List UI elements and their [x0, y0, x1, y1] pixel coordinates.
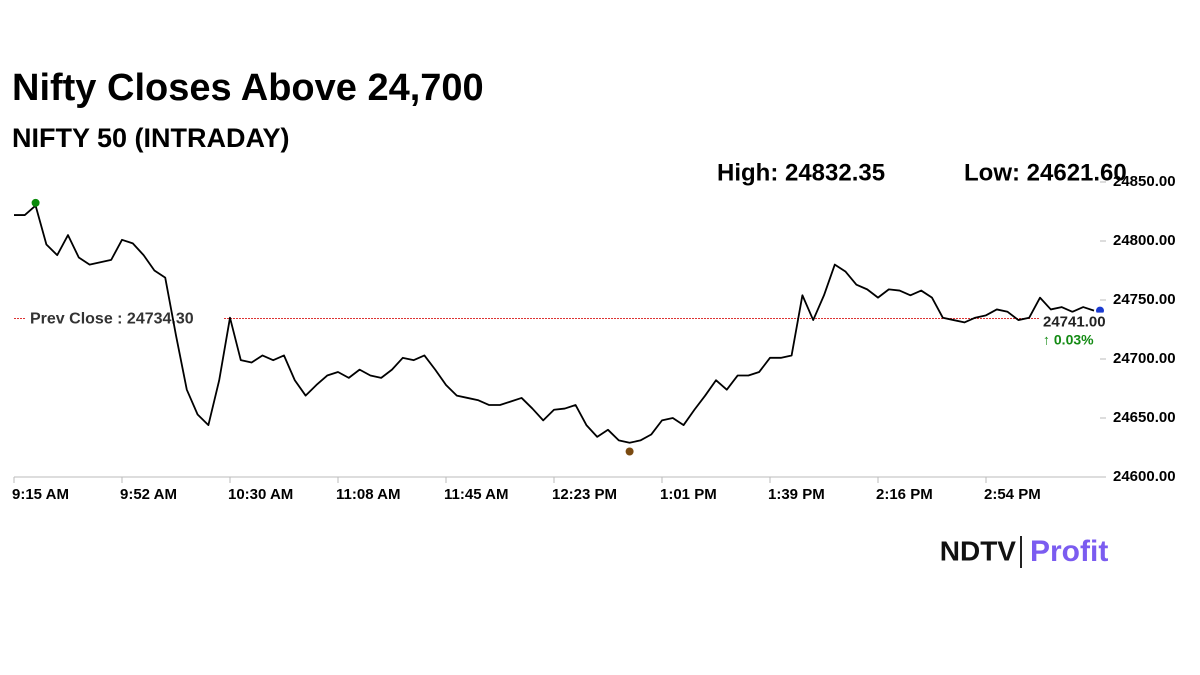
low-marker [625, 447, 634, 456]
low-label: Low: 24621.60 [964, 159, 1127, 186]
y-tick-label: 24700.00 [1113, 350, 1176, 367]
price-line [14, 204, 1095, 444]
x-tick-label: 2:54 PM [984, 486, 1041, 503]
high-label: High: 24832.35 [717, 159, 885, 186]
y-tick-label: 24600.00 [1113, 468, 1176, 485]
brand-ndtv: NDTV [940, 535, 1017, 566]
x-tick-label: 11:45 AM [444, 486, 508, 503]
chart-title: Nifty Closes Above 24,700 [12, 67, 484, 109]
x-tick-label: 11:08 AM [336, 486, 400, 503]
x-tick-label: 10:30 AM [228, 486, 293, 503]
last-bg [1040, 312, 1110, 351]
y-tick-label: 24650.00 [1113, 409, 1176, 426]
y-tick-label: 24800.00 [1113, 232, 1176, 249]
prev-close-label: Prev Close : 24734.30 [30, 311, 194, 328]
x-tick-label: 9:15 AM [12, 486, 69, 503]
high-marker [31, 198, 40, 207]
y-tick-label: 24750.00 [1113, 291, 1176, 308]
change-label: ↑ 0.03% [1043, 331, 1094, 347]
y-tick-label: 24850.00 [1113, 173, 1176, 190]
x-tick-label: 1:01 PM [660, 486, 717, 503]
chart-subtitle: NIFTY 50 (INTRADAY) [12, 123, 290, 153]
x-tick-label: 9:52 AM [120, 486, 177, 503]
last-label: 24741.00 [1043, 314, 1106, 331]
x-tick-label: 1:39 PM [768, 486, 825, 503]
x-tick-label: 2:16 PM [876, 486, 933, 503]
brand-profit: Profit [1030, 535, 1108, 568]
x-tick-label: 12:23 PM [552, 486, 617, 503]
